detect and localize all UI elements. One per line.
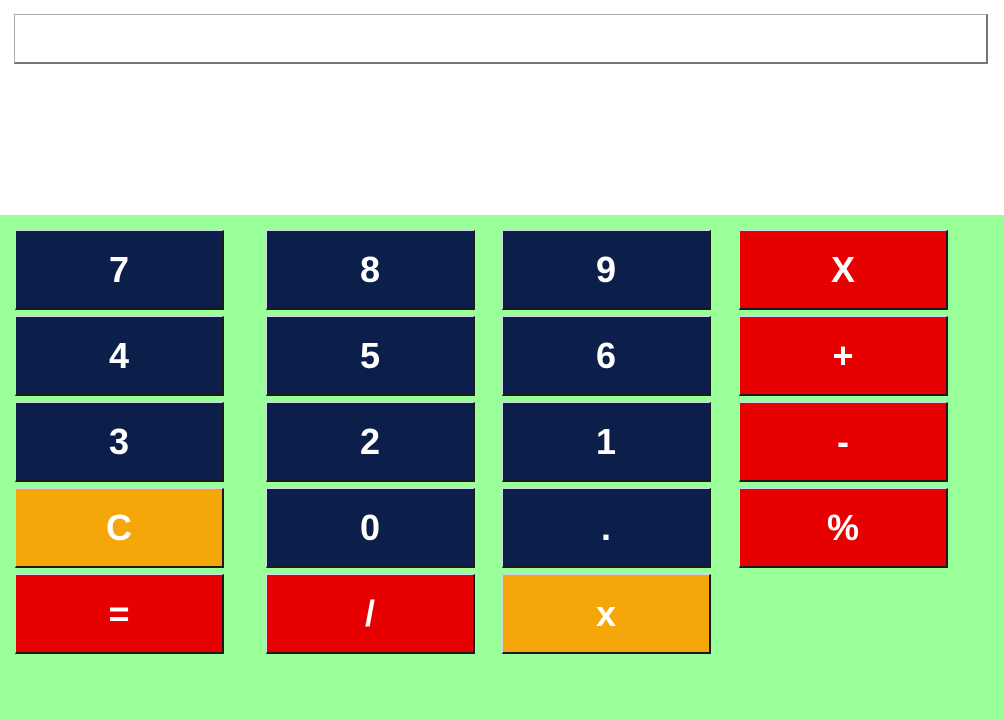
key-8[interactable]: 8 — [266, 230, 475, 310]
key-5[interactable]: 5 — [266, 316, 475, 396]
plus-button[interactable]: + — [739, 316, 948, 396]
key-4[interactable]: 4 — [15, 316, 224, 396]
display-field[interactable] — [14, 14, 988, 64]
equals-button[interactable]: = — [15, 574, 224, 654]
multiply-button[interactable]: X — [739, 230, 948, 310]
backspace-button[interactable]: x — [502, 574, 711, 654]
divide-button[interactable]: / — [266, 574, 475, 654]
percent-button[interactable]: % — [739, 488, 948, 568]
clear-button[interactable]: C — [15, 488, 224, 568]
decimal-point-button[interactable]: . — [502, 488, 711, 568]
key-7[interactable]: 7 — [15, 230, 224, 310]
key-3[interactable]: 3 — [15, 402, 224, 482]
minus-button[interactable]: - — [739, 402, 948, 482]
key-1[interactable]: 1 — [502, 402, 711, 482]
key-0[interactable]: 0 — [266, 488, 475, 568]
key-9[interactable]: 9 — [502, 230, 711, 310]
keypad: 7 8 9 X 4 5 6 + 3 2 1 - C 0 . % = / x — [0, 215, 1004, 720]
display-area — [0, 0, 1004, 215]
key-2[interactable]: 2 — [266, 402, 475, 482]
key-6[interactable]: 6 — [502, 316, 711, 396]
